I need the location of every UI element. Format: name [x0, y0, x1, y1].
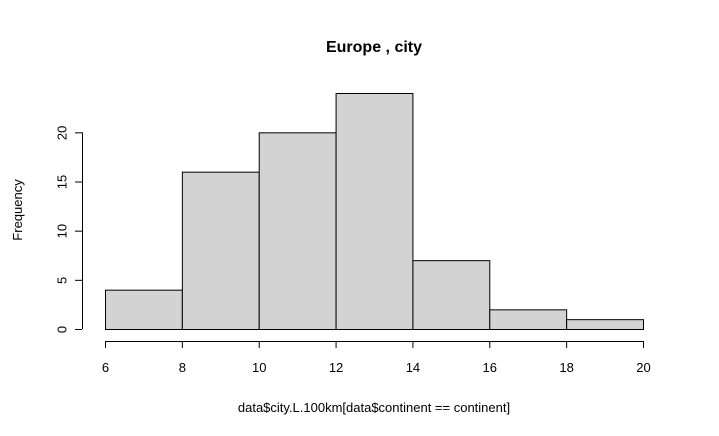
x-tick-label: 10 [252, 360, 266, 375]
x-tick-label: 14 [406, 360, 420, 375]
x-tick-label: 6 [102, 360, 109, 375]
bars-group [105, 93, 645, 331]
histogram-bar [105, 289, 183, 330]
histogram-bar [335, 93, 414, 330]
y-tick-label: 15 [55, 175, 70, 189]
y-tick-label: 20 [55, 126, 70, 140]
y-axis-label: Frequency [10, 179, 25, 241]
x-axis-label: data$city.L.100km[data$continent == cont… [238, 400, 510, 415]
histogram-bar [258, 132, 337, 330]
x-tick-label: 20 [636, 360, 650, 375]
x-tick-label: 18 [559, 360, 573, 375]
x-tick-label: 12 [329, 360, 343, 375]
y-axis: 0 5 10 15 20 [55, 126, 83, 333]
x-axis: 6 8 10 12 14 16 18 20 [102, 341, 651, 375]
y-tick-label: 0 [55, 326, 70, 333]
chart-title: Europe , city [326, 39, 422, 56]
x-tick-label: 8 [179, 360, 186, 375]
histogram-bar [489, 309, 568, 331]
histogram-bar [566, 319, 645, 330]
histogram-bar [412, 260, 491, 330]
histogram-bar [181, 171, 260, 330]
y-tick-label: 10 [55, 224, 70, 238]
y-tick-label: 5 [55, 277, 70, 284]
x-tick-label: 16 [483, 360, 497, 375]
